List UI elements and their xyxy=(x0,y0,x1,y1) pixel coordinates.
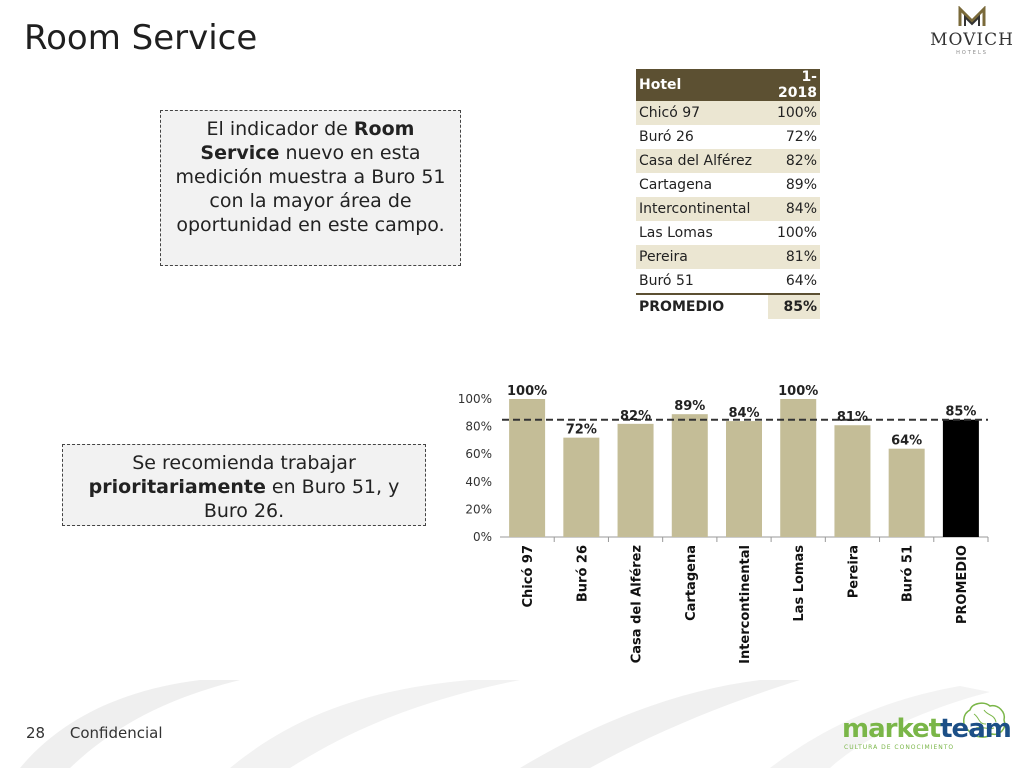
x-category-label: Casa del Alférez xyxy=(630,545,645,663)
data-label: 85% xyxy=(945,405,976,420)
x-category-label: Pereira xyxy=(846,545,861,598)
data-label: 89% xyxy=(674,399,705,414)
data-label: 84% xyxy=(728,406,759,421)
table-row: Las Lomas 100% xyxy=(636,221,820,245)
table-cell-score: 100% xyxy=(768,101,820,125)
table-row: Chicó 97 100% xyxy=(636,101,820,125)
marketteam-wordmark: marketteam xyxy=(842,714,1012,744)
movich-subtitle: HOTELS xyxy=(956,50,988,56)
table-cell-score: 82% xyxy=(768,149,820,173)
y-tick-label: 60% xyxy=(465,447,492,461)
table-cell-hotel: Buró 26 xyxy=(636,125,768,149)
y-tick-label: 40% xyxy=(465,475,492,489)
table-cell-hotel: Casa del Alférez xyxy=(636,149,768,173)
marketteam-tagline: CULTURA DE CONOCIMIENTO xyxy=(844,744,955,751)
y-tick-label: 0% xyxy=(473,530,492,544)
table-cell-score: 84% xyxy=(768,197,820,221)
bar xyxy=(834,425,871,537)
table-header-period: 1-2018 xyxy=(768,69,820,101)
table-row: Buró 26 72% xyxy=(636,125,820,149)
table-cell-score: 81% xyxy=(768,245,820,269)
movich-m-icon xyxy=(958,5,986,26)
table-cell-hotel: Pereira xyxy=(636,245,768,269)
insight-text-2: nuevo en esta medición muestra a Buro 51… xyxy=(175,142,446,236)
x-category-label: Las Lomas xyxy=(792,545,807,622)
bar xyxy=(617,423,654,537)
room-service-bar-chart: 0% 20% 40% 60% 80% 100% 100% 72% 82% 89% 84% 100% 81… xyxy=(458,384,989,664)
table-header-row: Hotel 1-2018 xyxy=(636,69,820,101)
table-row: Buró 51 64% xyxy=(636,269,820,294)
marketteam-word-2: team xyxy=(940,714,1012,744)
bar xyxy=(509,399,546,537)
table-row: Intercontinental 84% xyxy=(636,197,820,221)
bar xyxy=(671,414,708,537)
insight-bold: Room Service xyxy=(200,118,415,164)
recommendation-bold: prioritariamente xyxy=(88,476,266,498)
hotel-scores-table: Hotel 1-2018 Chicó 97 100% Buró 26 72% Cas… xyxy=(636,69,820,319)
data-label: 100% xyxy=(507,384,547,399)
background-swoosh-decoration xyxy=(20,680,990,768)
data-label: 100% xyxy=(778,384,818,399)
table-row: Casa del Alférez 82% xyxy=(636,149,820,173)
table-cell-hotel: Las Lomas xyxy=(636,221,768,245)
recommendation-text-2: en Buro 51, y Buro 26. xyxy=(203,476,400,522)
table-cell-score: 64% xyxy=(768,269,820,294)
data-label: 82% xyxy=(620,409,651,424)
movich-logo: MOVICH HOTELS xyxy=(920,5,1024,58)
table-cell-score: 100% xyxy=(768,221,820,245)
table-cell-score: 72% xyxy=(768,125,820,149)
recommendation-text-1: Se recomienda trabajar xyxy=(132,452,356,474)
movich-wordmark: MOVICH xyxy=(930,30,1014,50)
x-category-label: PROMEDIO xyxy=(955,545,970,624)
page-title: Room Service xyxy=(24,18,258,58)
table-average-label: PROMEDIO xyxy=(636,293,768,319)
table-header-hotel: Hotel xyxy=(636,69,768,101)
marketteam-logo: marketteam CULTURA DE CONOCIMIENTO xyxy=(842,700,1012,751)
table-row: Cartagena 89% xyxy=(636,173,820,197)
table-cell-hotel: Intercontinental xyxy=(636,197,768,221)
table-cell-hotel: Cartagena xyxy=(636,173,768,197)
brain-icon xyxy=(963,702,1006,738)
confidential-label: Confidencial xyxy=(69,724,163,742)
x-category-label: Cartagena xyxy=(684,545,699,621)
footer: 28 Confidencial xyxy=(26,724,183,742)
marketteam-word-1: market xyxy=(842,714,941,744)
y-tick-label: 80% xyxy=(465,420,492,434)
y-tick-label: 100% xyxy=(458,392,492,406)
bar xyxy=(563,437,600,537)
table-average-row: PROMEDIO 85% xyxy=(636,293,820,319)
bar xyxy=(780,399,817,537)
bar xyxy=(888,448,925,537)
insight-box: El indicador de Room Service nuevo en es… xyxy=(160,110,461,266)
y-tick-label: 20% xyxy=(465,502,492,516)
page-number: 28 xyxy=(26,724,46,742)
bar xyxy=(942,419,979,537)
bar xyxy=(726,421,762,537)
table-row: Pereira 81% xyxy=(636,245,820,269)
x-category-label: Chicó 97 xyxy=(521,545,536,608)
table-cell-hotel: Chicó 97 xyxy=(636,101,768,125)
data-label: 72% xyxy=(566,423,597,438)
table-cell-hotel: Buró 51 xyxy=(636,269,768,294)
x-category-label: Buró 26 xyxy=(575,545,590,602)
x-category-label: Buró 51 xyxy=(901,545,916,602)
table-cell-score: 89% xyxy=(768,173,820,197)
x-category-label: Intercontinental xyxy=(738,545,753,664)
insight-text-1: El indicador de xyxy=(206,118,354,140)
data-label: 81% xyxy=(837,410,868,425)
table-average-value: 85% xyxy=(768,293,820,319)
recommendation-box: Se recomienda trabajar prioritariamente … xyxy=(62,444,426,526)
data-label: 64% xyxy=(891,434,922,449)
